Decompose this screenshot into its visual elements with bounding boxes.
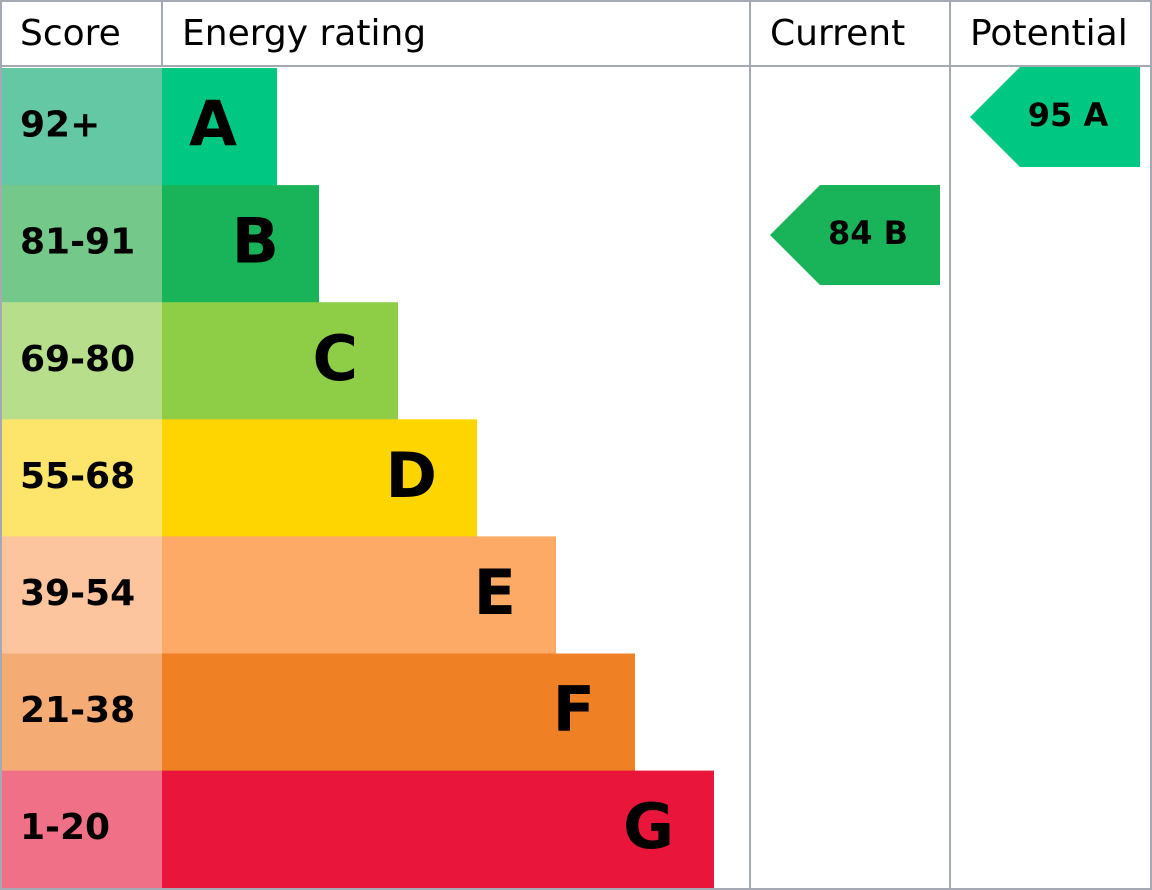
rating-letter: F [553, 673, 595, 746]
score-label: 21-38 [20, 690, 135, 731]
rating-letter: C [312, 322, 358, 395]
header-potential: Potential [970, 13, 1128, 54]
score-label: 92+ [20, 105, 100, 146]
rating-bar [162, 653, 635, 772]
score-cell [0, 419, 162, 537]
rating-bar [162, 536, 556, 654]
rating-letter: D [386, 439, 437, 512]
potential-arrow [970, 67, 1140, 167]
rating-bar [162, 770, 714, 889]
current-arrow [770, 185, 940, 285]
rating-letter: A [189, 88, 237, 161]
rows: 92+ A 81-91 B 69-80 C 55-68 D 39-54 E 21-38 F 1-20 G [0, 68, 714, 889]
score-cell [0, 653, 162, 772]
current-label: 84 B [828, 214, 908, 252]
header-energy-rating: Energy rating [182, 13, 426, 54]
rating-letter: G [623, 790, 674, 863]
rating-bar [162, 302, 398, 420]
score-label: 39-54 [20, 573, 135, 614]
score-cell [0, 68, 162, 186]
score-label: 1-20 [20, 807, 110, 848]
score-cell [0, 302, 162, 420]
score-label: 69-80 [20, 339, 135, 380]
score-label: 55-68 [20, 456, 135, 497]
score-cell [0, 770, 162, 889]
potential-label: 95 A [1028, 96, 1109, 134]
rating-bar [162, 68, 277, 186]
header-current: Current [770, 13, 905, 54]
rating-bar [162, 419, 477, 537]
score-cell [0, 536, 162, 654]
rating-letter: E [474, 556, 516, 629]
rating-letter: B [232, 205, 279, 278]
score-cell [0, 185, 162, 303]
score-label: 81-91 [20, 222, 135, 263]
header-score: Score [20, 13, 121, 54]
rating-bar [162, 185, 319, 303]
